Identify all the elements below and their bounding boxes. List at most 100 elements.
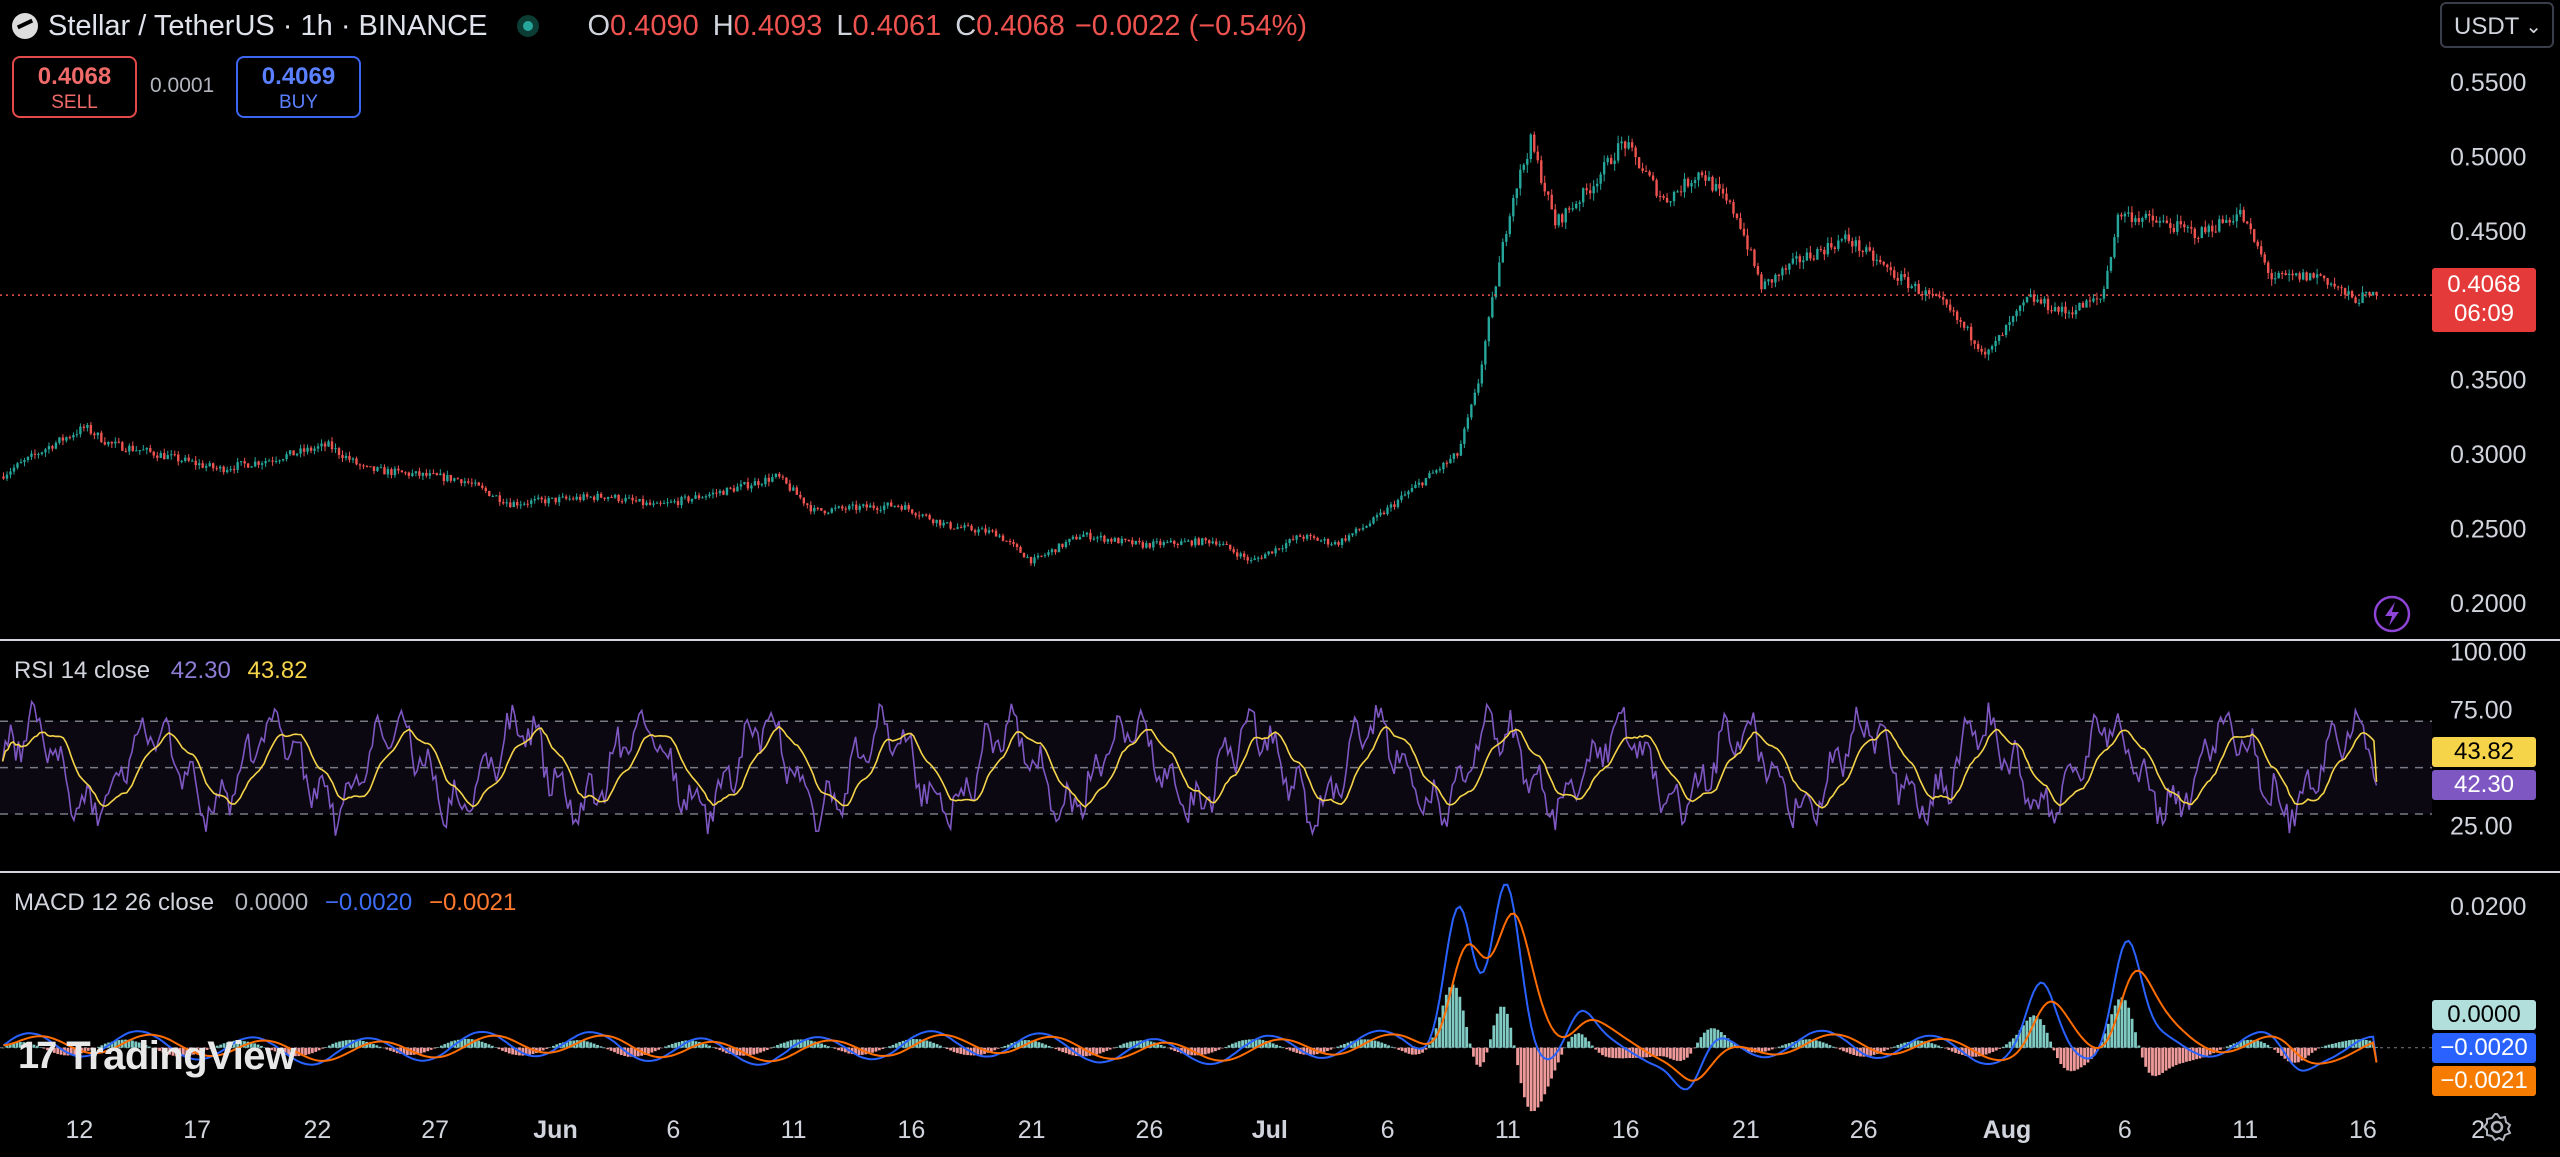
macd-hist-bar [1651,1047,1655,1057]
candle-body [2130,212,2134,223]
macd-hist-bar [1594,1047,1598,1050]
candle-body [613,494,617,498]
lightning-icon[interactable] [2372,594,2412,634]
candle-body [253,461,257,467]
candle-body [2242,209,2245,222]
candle-body [1183,541,1186,543]
candle-body [767,477,771,482]
candle-body [732,488,736,492]
candle-body [1655,180,1658,196]
macd-hist-bar [1808,1039,1811,1048]
macd-hist-bar [1271,1043,1275,1048]
candle-body [100,432,103,443]
candle-body [1644,170,1648,172]
buy-button[interactable]: 0.4069 BUY [236,56,361,118]
symbol-title[interactable]: Stellar / TetherUS · 1h · BINANCE [48,9,488,42]
sell-button[interactable]: 0.4068 SELL [12,56,137,118]
candle-body [1470,404,1473,418]
candle-body [1858,240,1861,252]
candle-body [1082,534,1085,537]
macd-hist-bar [1441,1005,1445,1048]
candle-body [760,484,764,486]
candle-body [2343,288,2347,295]
macd-hist-bar [307,1047,311,1055]
candle-body [208,463,211,467]
candle-body [917,515,921,517]
time-axis-tick-0: 12 [65,1116,93,1144]
macd-hist-bar [2123,1000,2127,1048]
candle-body [1001,535,1005,541]
candle-body [1921,293,1924,296]
candle-body [2291,273,2294,276]
macd-hist-bar [358,1040,362,1048]
candle-body [1428,473,1431,479]
macd-hist-bar [1129,1041,1132,1048]
candle-body [680,496,683,506]
candle-body [344,455,348,459]
candle-body [2294,273,2298,276]
candle-body [792,487,795,491]
macd-hist-bar [986,1047,990,1053]
macd-hist-bar [823,1044,827,1048]
macd-hist-bar [1281,1047,1285,1048]
gear-icon[interactable] [2482,1112,2512,1142]
candle-body [351,458,355,460]
macd-hist-bar [327,1045,331,1048]
macd-hist-bar [769,1047,773,1049]
macd-hist-bar [2049,1041,2053,1048]
candle-body [400,470,404,473]
macd-hist-bar [1967,1047,1971,1057]
macd-hist-bar [1373,1040,1377,1048]
rsi-legend[interactable]: RSI 14 close 42.30 43.82 [14,657,308,685]
candle-body [1969,326,1973,341]
macd-hist-bar [670,1043,674,1048]
macd-hist-bar [1984,1047,1988,1055]
macd-hist-bar [389,1047,392,1051]
macd-hist-bar [1400,1047,1404,1052]
macd-hist-bar [2307,1047,2311,1056]
macd-hist-bar [1770,1047,1774,1050]
candle-body [1861,251,1864,253]
candle-body [533,499,536,501]
candle-body [1725,193,1728,201]
macd-hist-bar [2144,1047,2148,1067]
candle-body [610,497,613,499]
macd-hist-bar [1641,1047,1645,1058]
macd-hist-bar [1964,1047,1968,1056]
macd-hist-bar [375,1045,379,1048]
macd-legend[interactable]: MACD 12 26 close 0.0000 −0.0020 −0.0021 [14,889,516,917]
macd-hist-bar [1037,1042,1041,1048]
candle-body [114,441,117,444]
candle-body [2046,298,2050,311]
tradingview-wordmark: TradingView [66,1034,296,1078]
macd-hist-bar [2062,1047,2066,1068]
candle-body [813,507,816,512]
candle-body [1760,274,1763,290]
candle-body [1896,277,1899,281]
macd-hist-bar [1502,1006,1506,1048]
macd-hist-bar [1913,1040,1917,1048]
macd-hist-bar [1971,1047,1974,1057]
candle-body [2116,214,2120,238]
macd-hist-bar [609,1047,613,1051]
candle-body [1683,178,1686,193]
candle-body [2225,220,2228,223]
candle-body [1927,290,1931,295]
candle-body [449,475,453,481]
candle-body [711,492,715,495]
macd-hist-bar [1,1047,5,1049]
candle-body [599,493,603,498]
currency-select[interactable]: USDT ⌄ [2440,2,2554,48]
candle-body [1781,268,1784,276]
candle-body [1690,183,1693,187]
candle-body [414,471,418,474]
tradingview-logo[interactable]: 17 TradingView [18,1034,296,1079]
price-axis-tick-4: 0.3500 [2450,367,2526,395]
candle-body [110,441,114,444]
candle-body [40,452,44,455]
candle-body [2169,223,2172,229]
high-value: 0.4093 [733,9,823,42]
macd-hist-bar [565,1041,569,1048]
candle-body [952,528,956,530]
